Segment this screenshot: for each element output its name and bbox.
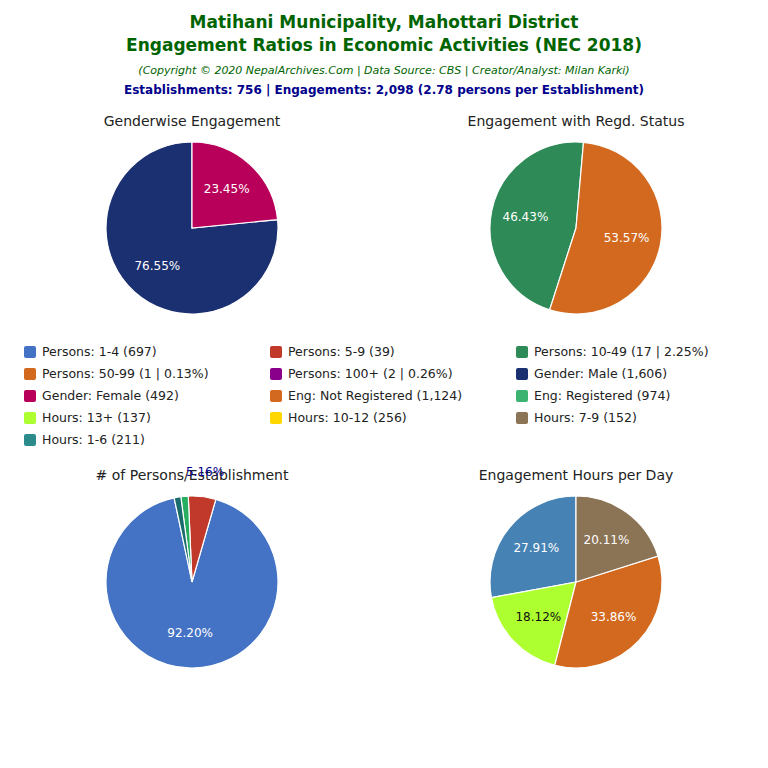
background: [0, 0, 768, 768]
pie-slice: [188, 496, 216, 582]
pie-slice: [550, 142, 662, 314]
subtitle: (Copyright © 2020 NepalArchives.Com | Da…: [138, 64, 629, 77]
legend-entry: Gender: Female (492): [42, 388, 179, 403]
legend-swatch: [516, 346, 528, 358]
legend-swatch: [516, 368, 528, 380]
pie-slice: [490, 496, 576, 598]
legend-entry: Persons: 5-9 (39): [288, 344, 395, 359]
data-label: 20.11%: [584, 533, 630, 547]
title-line: Engagement Ratios in Economic Activities…: [126, 35, 642, 55]
data-label: 33.86%: [591, 610, 637, 624]
pie-slice: [174, 497, 192, 582]
legend-entry: Hours: 1-6 (211): [42, 432, 145, 447]
legend-swatch: [24, 346, 36, 358]
annotation: Establishments: 756 | Engagements: 2,098…: [124, 83, 644, 97]
legend-entry: Gender: Male (1,606): [534, 366, 667, 381]
chart: Matihani Municipality, Mahottari Distric…: [0, 0, 768, 768]
legend-entry: Persons: 1-4 (697): [42, 344, 157, 359]
legend-swatch: [270, 390, 282, 402]
data-label: 23.45%: [204, 182, 250, 196]
legend-swatch: [270, 346, 282, 358]
chart-title: Engagement with Regd. Status: [468, 113, 685, 129]
legend-swatch: [24, 434, 36, 446]
legend-swatch: [24, 412, 36, 424]
pie-chart: # of Persons/Establishment92.20%5.16%: [96, 465, 289, 668]
legend: Persons: 1-4 (697) Persons: 50-99 (1 | 0.…: [24, 344, 709, 447]
data-label: 92.20%: [167, 626, 213, 640]
legend-entry: Hours: 7-9 (152): [534, 410, 637, 425]
legend-entry: Hours: 10-12 (256): [288, 410, 407, 425]
pie-slice: [106, 142, 278, 314]
legend-entry: Persons: 100+ (2 | 0.26%): [288, 366, 453, 381]
pie-chart: Engagement Hours per Day 27.91% 18.12% 33.8…: [479, 467, 674, 668]
legend-entry: Hours: 13+ (137): [42, 410, 151, 425]
data-label: 46.43%: [503, 210, 549, 224]
chart-title: Engagement Hours per Day: [479, 467, 674, 483]
data-label: 53.57%: [604, 231, 650, 245]
title-line: Matihani Municipality, Mahottari Distric…: [190, 12, 579, 32]
pie-slice: [555, 556, 662, 668]
legend-entry: Persons: 50-99 (1 | 0.13%): [42, 366, 209, 381]
chart-title: Genderwise Engagement: [104, 113, 281, 129]
legend-swatch: [516, 390, 528, 402]
legend-swatch: [24, 390, 36, 402]
legend-entry: Eng: Registered (974): [534, 388, 670, 403]
pie-chart: Engagement with Regd. Status 46.43% 53.57%: [468, 113, 685, 314]
data-label: 27.91%: [513, 541, 559, 555]
data-label: 76.55%: [134, 259, 180, 273]
data-label: 5.16%: [186, 465, 224, 479]
legend-entry: Persons: 10-49 (17 | 2.25%): [534, 344, 709, 359]
legend-swatch: [270, 368, 282, 380]
legend-swatch: [516, 412, 528, 424]
pie-slice: [576, 496, 658, 582]
pie-chart: Genderwise Engagement 76.55% 23.45%: [104, 113, 281, 314]
pie-slice: [192, 142, 278, 228]
title: Matihani Municipality, Mahottari Distric…: [126, 12, 642, 55]
legend-swatch: [270, 412, 282, 424]
data-label: 18.12%: [515, 610, 561, 624]
legend-entry: Eng: Not Registered (1,124): [288, 388, 462, 403]
legend-swatch: [24, 368, 36, 380]
